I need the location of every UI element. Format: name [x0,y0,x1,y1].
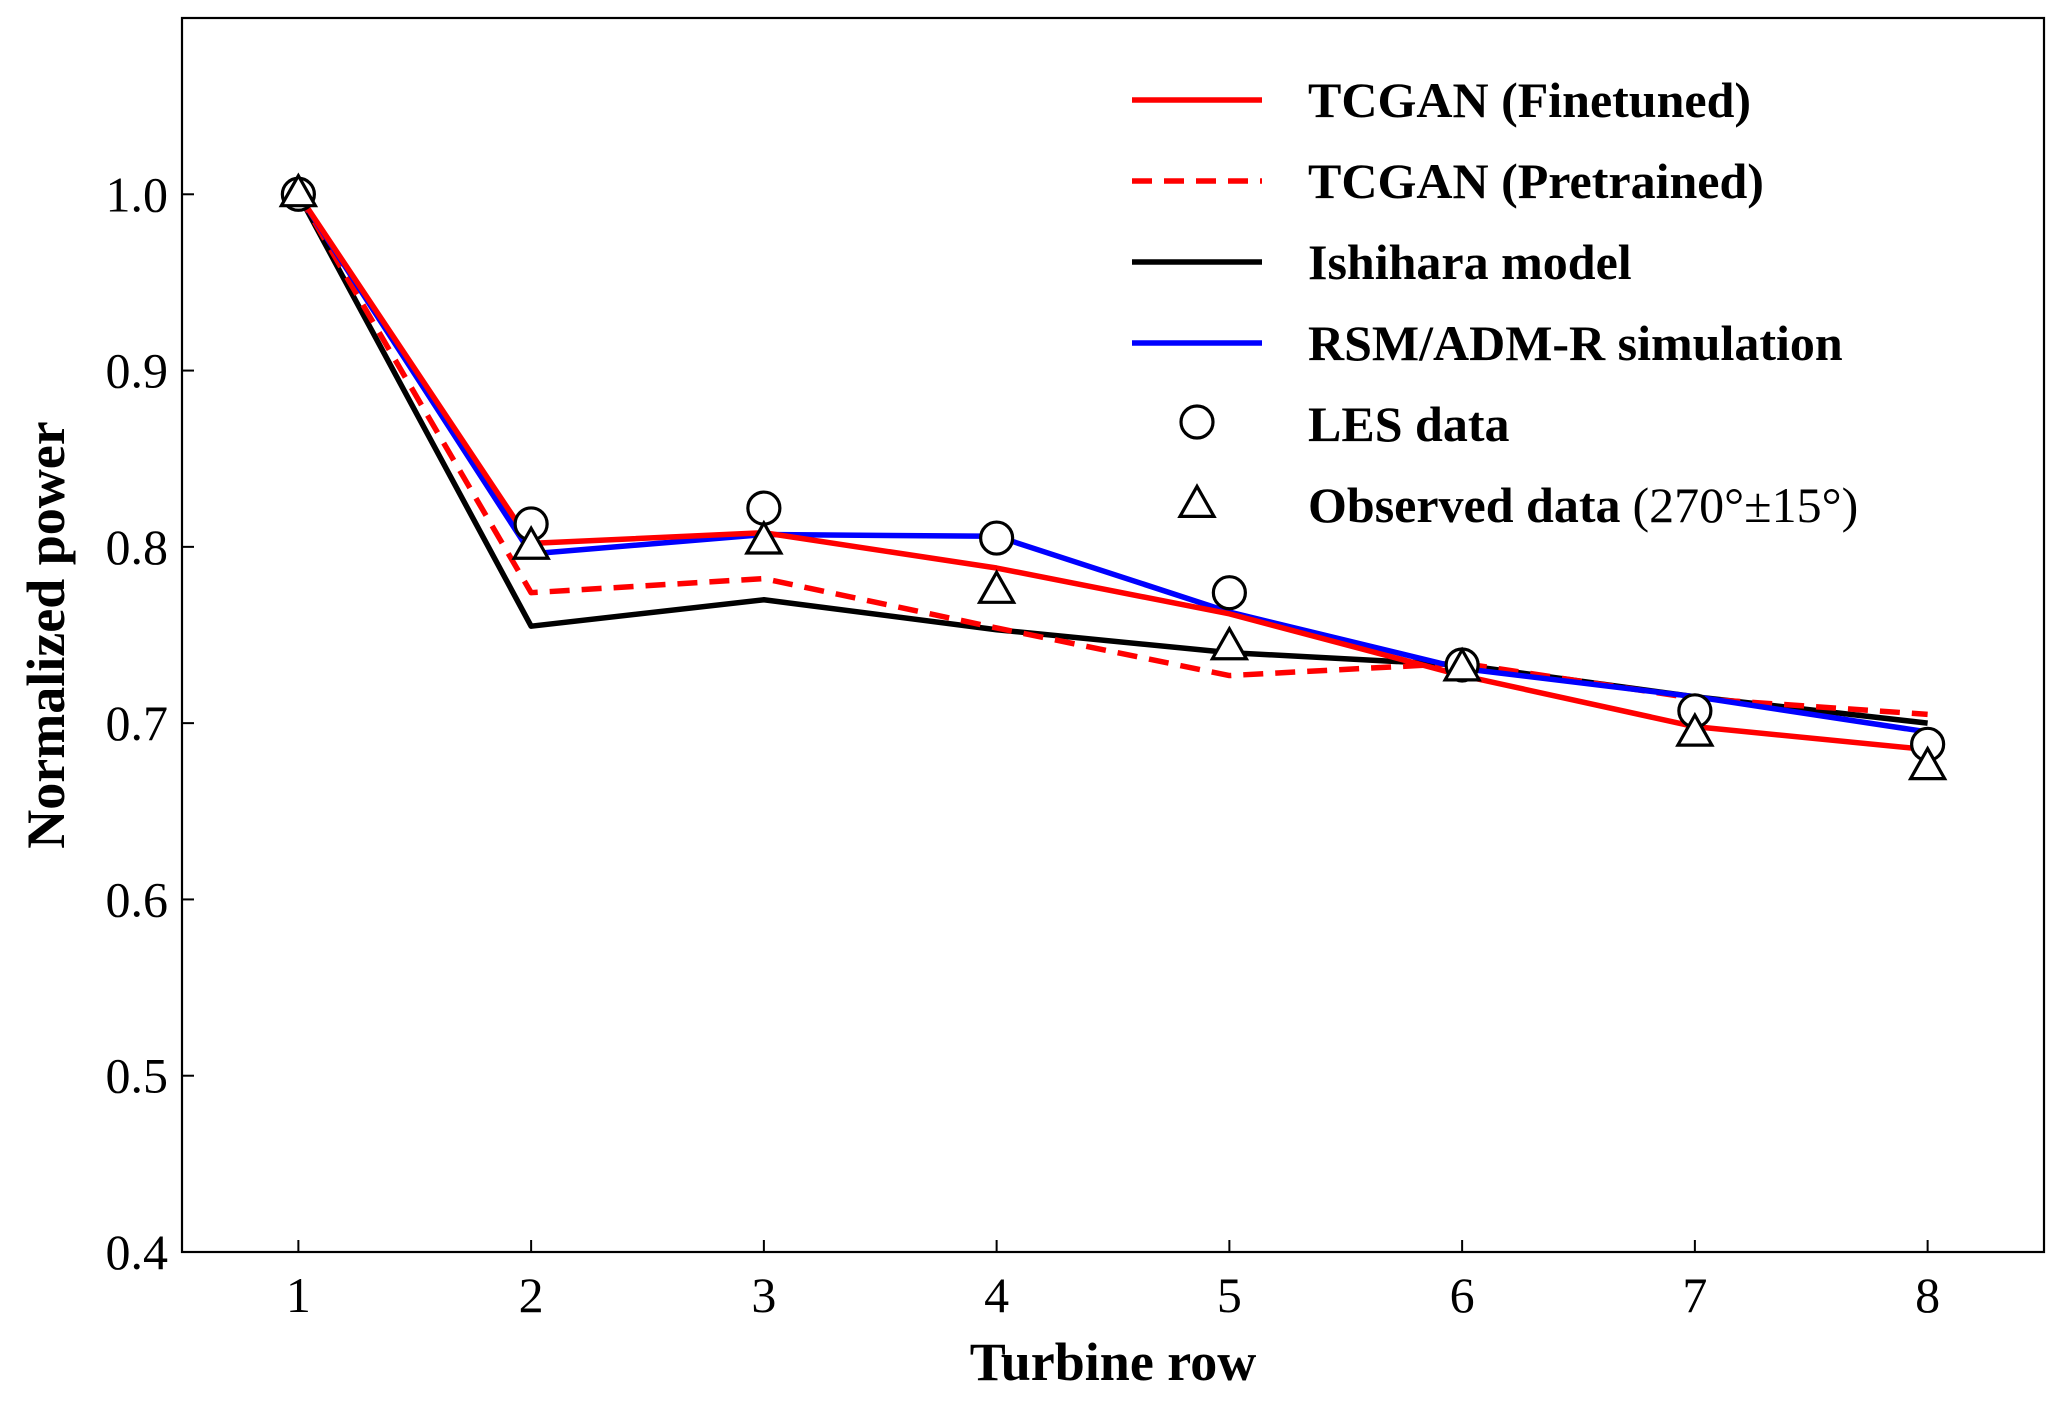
legend-label-tcgan-pretrained: TCGAN (Pretrained) [1308,153,1764,209]
observed-data-point [744,519,784,555]
observed-data-point [511,525,551,560]
legend-label-les-data: LES data [1308,396,1509,452]
y-tick-label: 0.6 [106,871,169,927]
series-line-rsm-adm-r-simulation [296,192,1929,735]
legend-label-text: TCGAN (Pretrained) [1308,153,1764,209]
x-tick-label: 5 [1217,1267,1242,1323]
x-tick-label: 8 [1915,1267,1940,1323]
x-tick-label: 3 [751,1267,776,1323]
y-axis: 0.4 0.5 0.6 0.7 0.8 0.9 1.0 [106,166,194,1280]
y-tick-label: 0.8 [106,519,169,575]
les-data-point [979,520,1015,556]
x-tick-label: 4 [984,1267,1009,1323]
y-tick-label: 0.9 [106,343,169,399]
x-axis: 1 2 3 4 5 6 7 8 [286,1240,1940,1323]
x-tick-label: 1 [286,1267,311,1323]
plot-frame [180,16,2046,1254]
observed-data-point [976,569,1017,604]
legend-label-text: Ishihara model [1308,234,1632,290]
y-tick-label: 1.0 [106,166,169,222]
x-tick-label: 2 [519,1267,544,1323]
series-layer [278,172,1948,781]
x-tick-label: 7 [1682,1267,1707,1323]
legend: TCGAN (Finetuned) TCGAN (Pretrained) Ishih… [1132,72,1858,533]
legend-label-tcgan-finetuned: TCGAN (Finetuned) [1308,72,1751,128]
legend-label-ishihara-model: Ishihara model [1308,234,1632,290]
legend-marker-les-data [1179,404,1215,440]
legend-label-text: LES data [1308,396,1509,452]
les-data-point [746,490,782,526]
les-data-point [1211,575,1247,611]
legend-label-text: TCGAN (Finetuned) [1308,72,1751,128]
observed-data-point [1675,711,1715,747]
y-tick-label: 0.5 [106,1048,169,1104]
x-tick-label: 6 [1450,1267,1475,1323]
observed-data-point [278,172,319,208]
y-tick-label: 0.4 [106,1224,169,1280]
x-axis-title: Turbine row [970,1332,1257,1392]
observed-data-point [1442,646,1482,682]
legend-label-rsm-adm-r-simulation: RSM/ADM-R simulation [1308,315,1843,371]
observed-data-point [1907,745,1948,781]
legend-label-text: RSM/ADM-R simulation [1308,315,1843,371]
y-axis-title: Normalized power [16,421,76,848]
legend-label-suffix: (270°±15°) [1633,477,1859,533]
legend-label-observed-data: Observed data (270°±15°) [1308,477,1858,533]
legend-marker-observed-data [1177,483,1217,519]
y-tick-label: 0.7 [106,695,169,751]
observed-data-point [1209,625,1250,661]
legend-label-text: Observed data [1308,477,1621,533]
series-line-tcgan-finetuned [296,192,1928,753]
